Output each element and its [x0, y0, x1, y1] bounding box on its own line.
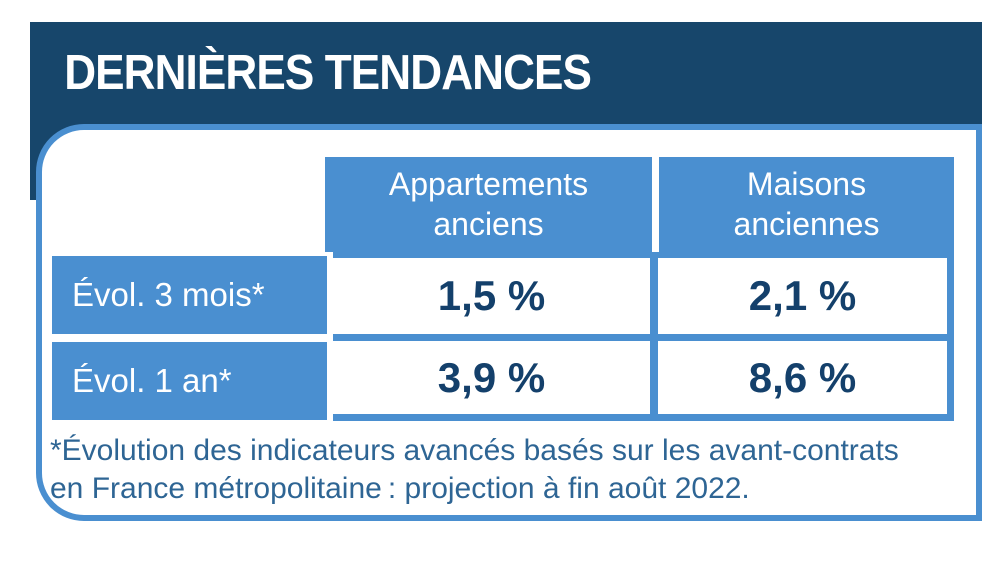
column-header-maisons-anciennes: Maisons anciennes [659, 157, 954, 252]
footnote-text: *Évolution des indicateurs avancés basés… [50, 434, 899, 506]
row-label-evol-3-mois: Évol. 3 mois* [52, 256, 327, 334]
table-data-panel: 1,5 % 2,1 % 3,9 % 8,6 % [333, 252, 954, 421]
value-evol-3-mois-appartements: 1,5 % [333, 258, 650, 334]
page-title: DERNIÈRES TENDANCES [64, 46, 592, 100]
title-banner: DERNIÈRES TENDANCES [30, 22, 982, 124]
column-header-appartements-anciens: Appartements anciens [325, 157, 652, 252]
value-evol-1-an-appartements: 3,9 % [333, 341, 650, 414]
value-evol-1-an-maisons: 8,6 % [658, 341, 947, 414]
row-label-evol-1-an: Évol. 1 an* [52, 342, 327, 420]
value-evol-3-mois-maisons: 2,1 % [658, 258, 947, 334]
